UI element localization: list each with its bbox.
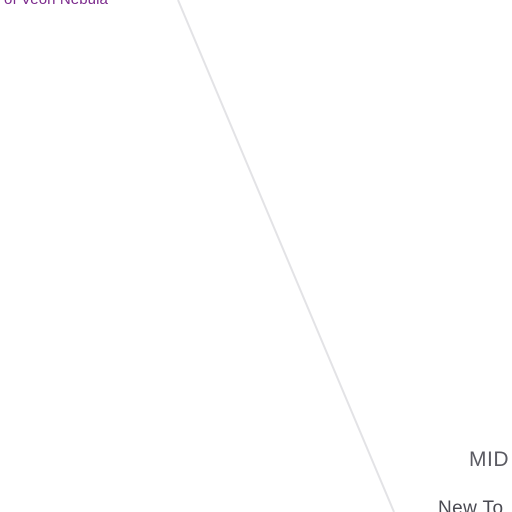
- bottom-link[interactable]: New To: [438, 498, 504, 512]
- top-link[interactable]: of Veon Nebula: [4, 0, 108, 8]
- mid-section-label: MID: [469, 448, 509, 471]
